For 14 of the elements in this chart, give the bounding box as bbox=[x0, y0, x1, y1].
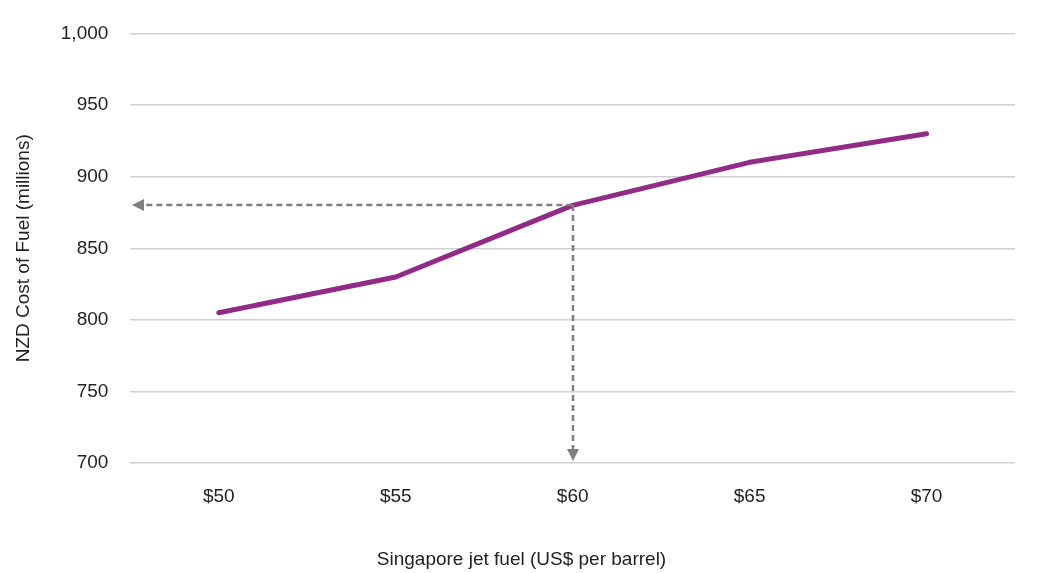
y-tick-label: 950 bbox=[76, 93, 109, 115]
y-axis-title: NZD Cost of Fuel (millions) bbox=[11, 134, 33, 363]
y-tick-label: 700 bbox=[76, 451, 109, 473]
x-tick-label: $50 bbox=[202, 484, 235, 506]
x-tick-label: $65 bbox=[733, 484, 766, 506]
x-axis-title: Singapore jet fuel (US$ per barrel) bbox=[375, 548, 668, 570]
x-tick-label: $60 bbox=[556, 484, 589, 506]
x-tick-label: $70 bbox=[910, 484, 943, 506]
y-tick-label: 850 bbox=[76, 236, 109, 258]
x-tick-label: $55 bbox=[379, 484, 412, 506]
y-tick-label: 750 bbox=[76, 379, 109, 401]
y-tick-label: 800 bbox=[76, 308, 109, 330]
y-tick-label: 1,000 bbox=[60, 21, 109, 43]
y-tick-label: 900 bbox=[76, 164, 109, 186]
